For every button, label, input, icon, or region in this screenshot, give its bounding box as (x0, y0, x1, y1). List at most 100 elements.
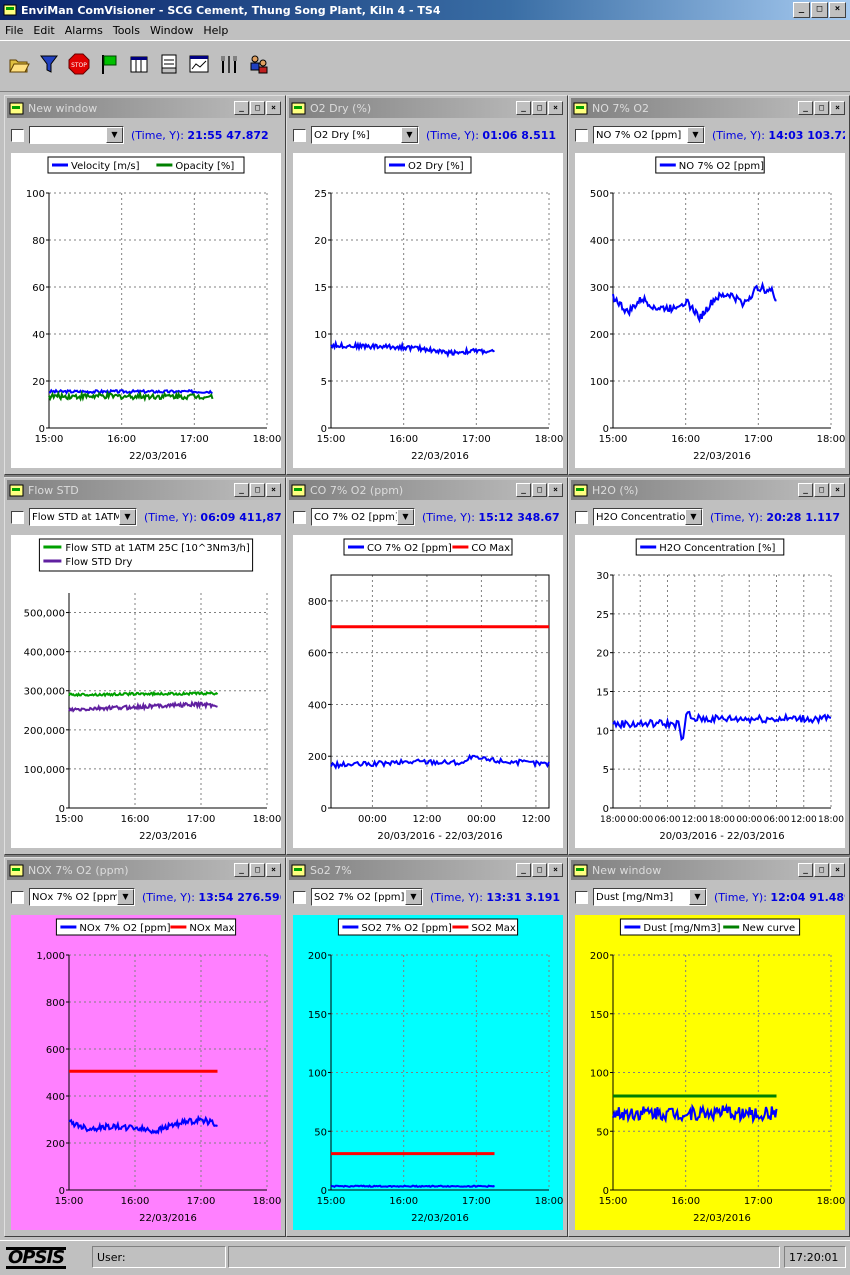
chart-window[interactable]: New window _ □ × Dust [mg/Nm3] ▼ (Time, … (568, 857, 850, 1237)
chart-area[interactable]: O2 Dry [%] 0 5 10 15 20 25 15:00 16:00 17:00 18:00… (293, 153, 563, 468)
maximize-button[interactable]: □ (814, 483, 829, 497)
maximize-button[interactable]: □ (250, 863, 265, 877)
menu-help[interactable]: Help (203, 23, 229, 37)
series-select[interactable]: SO2 7% O2 [ppm] ▼ (311, 888, 423, 906)
chevron-down-icon[interactable]: ▼ (685, 509, 702, 525)
chart-area[interactable]: NOx 7% O2 [ppm] NOx Max 0 200 400 600 800 1,000… (11, 915, 281, 1230)
chart-svg[interactable]: O2 Dry [%] 0 5 10 15 20 25 15:00 16:00 17:00 18:00… (293, 153, 563, 468)
chart-window-titlebar[interactable]: Flow STD _ □ × (7, 480, 283, 500)
maximize-button[interactable]: □ (814, 863, 829, 877)
series-checkbox[interactable] (293, 890, 306, 904)
chevron-down-icon[interactable]: ▼ (106, 127, 123, 143)
minimize-button[interactable]: _ (793, 2, 810, 18)
series-checkbox[interactable] (575, 510, 588, 524)
chart-window-titlebar[interactable]: New window _ □ × (571, 860, 847, 880)
series-select[interactable]: Dust [mg/Nm3] ▼ (593, 888, 707, 906)
close-button[interactable]: × (548, 483, 563, 497)
report-icon[interactable] (156, 51, 182, 77)
close-button[interactable]: × (266, 101, 281, 115)
chart-area[interactable]: NO 7% O2 [ppm] 0 100 200 300 400 500 15:00 16:00… (575, 153, 845, 468)
chart-window-titlebar[interactable]: O2 Dry (%) _ □ × (289, 98, 565, 118)
series-select[interactable]: Flow STD at 1ATM ▼ (29, 508, 137, 526)
maximize-button[interactable]: □ (250, 101, 265, 115)
chart-window-titlebar[interactable]: So2 7% _ □ × (289, 860, 565, 880)
maximize-button[interactable]: □ (814, 101, 829, 115)
series-select[interactable]: NOx 7% O2 [ppm] ▼ (29, 888, 135, 906)
chart-window[interactable]: New window _ □ × ▼ (Time, Y): 21:55 47.8… (4, 95, 286, 475)
chevron-down-icon[interactable]: ▼ (689, 889, 706, 905)
chart-svg[interactable]: Flow STD at 1ATM 25C [10^3Nm3/h] Flow STD… (11, 535, 281, 848)
series-select[interactable]: H2O Concentratio ▼ (593, 508, 703, 526)
chart-area[interactable]: H2O Concentration [%] 0 5 10 15 20 25 30 18:00 00… (575, 535, 845, 848)
maximize-button[interactable]: □ (532, 863, 547, 877)
series-checkbox[interactable] (11, 510, 24, 524)
chart-window-titlebar[interactable]: New window _ □ × (7, 98, 283, 118)
chart-window-titlebar[interactable]: NOX 7% O2 (ppm) _ □ × (7, 860, 283, 880)
series-checkbox[interactable] (11, 890, 24, 904)
series-checkbox[interactable] (575, 890, 588, 904)
series-select[interactable]: NO 7% O2 [ppm] ▼ (593, 126, 705, 144)
columns-icon[interactable] (126, 51, 152, 77)
chart-window[interactable]: O2 Dry (%) _ □ × O2 Dry [%] ▼ (Time, Y):… (286, 95, 568, 475)
chevron-down-icon[interactable]: ▼ (397, 509, 414, 525)
chevron-down-icon[interactable]: ▼ (117, 889, 134, 905)
minimize-button[interactable]: _ (234, 101, 249, 115)
chart-window[interactable]: CO 7% O2 (ppm) _ □ × CO 7% O2 [ppm] ▼ (T… (286, 477, 568, 855)
series-select[interactable]: O2 Dry [%] ▼ (311, 126, 419, 144)
maximize-button[interactable]: □ (250, 483, 265, 497)
series-checkbox[interactable] (293, 128, 306, 142)
close-button[interactable]: × (829, 2, 846, 18)
chevron-down-icon[interactable]: ▼ (401, 127, 418, 143)
chart-window[interactable]: NOX 7% O2 (ppm) _ □ × NOx 7% O2 [ppm] ▼ … (4, 857, 286, 1237)
menu-alarms[interactable]: Alarms (64, 23, 103, 37)
menu-window[interactable]: Window (149, 23, 194, 37)
chart-svg[interactable]: NOx 7% O2 [ppm] NOx Max 0 200 400 600 800 1,000… (11, 915, 281, 1230)
close-button[interactable]: × (830, 863, 845, 877)
minimize-button[interactable]: _ (516, 483, 531, 497)
stop-icon[interactable]: STOP (66, 51, 92, 77)
chart-window[interactable]: NO 7% O2 _ □ × NO 7% O2 [ppm] ▼ (Time, Y… (568, 95, 850, 475)
minimize-button[interactable]: _ (234, 483, 249, 497)
series-checkbox[interactable] (11, 128, 24, 142)
chart-window[interactable]: Flow STD _ □ × Flow STD at 1ATM ▼ (Time,… (4, 477, 286, 855)
maximize-button[interactable]: □ (811, 2, 828, 18)
minimize-button[interactable]: _ (516, 863, 531, 877)
minimize-button[interactable]: _ (234, 863, 249, 877)
close-button[interactable]: × (548, 101, 563, 115)
close-button[interactable]: × (266, 483, 281, 497)
menu-tools[interactable]: Tools (112, 23, 140, 37)
minimize-button[interactable]: _ (798, 863, 813, 877)
minimize-button[interactable]: _ (798, 483, 813, 497)
menu-file[interactable]: File (5, 23, 24, 37)
minimize-button[interactable]: _ (798, 101, 813, 115)
filter-icon[interactable] (36, 51, 62, 77)
chart-window-icon[interactable] (186, 51, 212, 77)
series-select[interactable]: ▼ (29, 126, 124, 144)
chart-area[interactable]: SO2 7% O2 [ppm] SO2 Max 0 50 100 150 200 15:00 1… (293, 915, 563, 1230)
close-button[interactable]: × (548, 863, 563, 877)
chart-window[interactable]: So2 7% _ □ × SO2 7% O2 [ppm] ▼ (Time, Y)… (286, 857, 568, 1237)
close-button[interactable]: × (830, 483, 845, 497)
chart-area[interactable]: CO 7% O2 [ppm] CO Max 0 200 400 600 800 00:00 12… (293, 535, 563, 848)
chart-window-titlebar[interactable]: H2O (%) _ □ × (571, 480, 847, 500)
chart-svg[interactable]: CO 7% O2 [ppm] CO Max 0 200 400 600 800 00:00 12… (293, 535, 563, 848)
tools-icon[interactable] (216, 51, 242, 77)
maximize-button[interactable]: □ (532, 483, 547, 497)
series-checkbox[interactable] (575, 128, 588, 142)
chart-area[interactable]: Flow STD at 1ATM 25C [10^3Nm3/h] Flow STD… (11, 535, 281, 848)
chevron-down-icon[interactable]: ▼ (405, 889, 422, 905)
series-select[interactable]: CO 7% O2 [ppm] ▼ (311, 508, 415, 526)
chart-window-titlebar[interactable]: CO 7% O2 (ppm) _ □ × (289, 480, 565, 500)
chevron-down-icon[interactable]: ▼ (687, 127, 704, 143)
menu-edit[interactable]: Edit (33, 23, 55, 37)
series-checkbox[interactable] (293, 510, 306, 524)
chart-svg[interactable]: Velocity [m/s] Opacity [%] 0 20 40 60 80 100 15:… (11, 153, 281, 468)
chart-window-titlebar[interactable]: NO 7% O2 _ □ × (571, 98, 847, 118)
chart-svg[interactable]: SO2 7% O2 [ppm] SO2 Max 0 50 100 150 200 15:00 1… (293, 915, 563, 1230)
chevron-down-icon[interactable]: ▼ (119, 509, 136, 525)
chart-area[interactable]: Velocity [m/s] Opacity [%] 0 20 40 60 80 100 15:… (11, 153, 281, 468)
close-button[interactable]: × (830, 101, 845, 115)
chart-area[interactable]: Dust [mg/Nm3] New curve 0 50 100 150 200 15:00 1… (575, 915, 845, 1230)
chart-window[interactable]: H2O (%) _ □ × H2O Concentratio ▼ (Time, … (568, 477, 850, 855)
